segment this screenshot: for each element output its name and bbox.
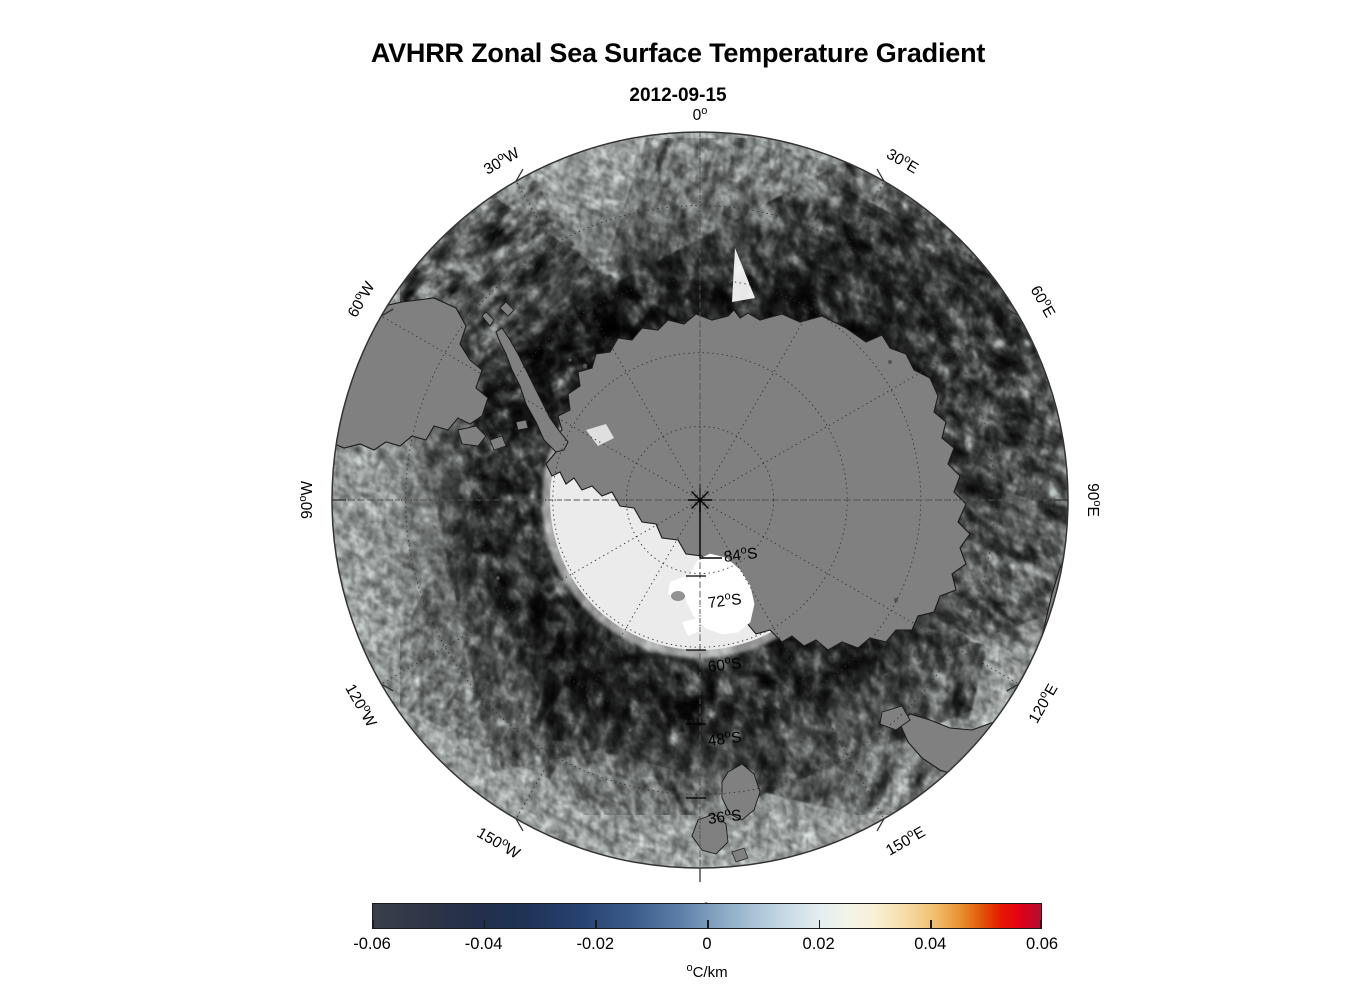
colorbar-unit-label: oC/km [686, 962, 728, 982]
colorbar-tick-label-6: 0.06 [1025, 935, 1059, 953]
longitude-ticks [332, 168, 1068, 882]
antarctica-landmass [545, 309, 971, 651]
new-zealand-north-island [691, 813, 729, 855]
map-svg [331, 131, 1069, 882]
new-zealand-south-island [721, 763, 761, 821]
lon-label-90W: 90oW [296, 480, 316, 520]
colorbar-tick-label-1: -0.04 [464, 935, 503, 953]
antarctic-peninsula [495, 327, 569, 453]
colorbar-tick-label-4: 0.02 [802, 935, 835, 953]
lon-label-90E: 90oE [1084, 483, 1104, 517]
ross-ice-shelf [685, 553, 755, 635]
graticule [332, 132, 1068, 868]
colorbar-tick-label-3: 0 [702, 935, 712, 953]
africa-landmass [929, 132, 1021, 185]
colorbar-tick-label-0: -0.06 [353, 935, 391, 953]
colorbar-tick-label-2: -0.02 [576, 935, 615, 953]
page-title: AVHRR Zonal Sea Surface Temperature Grad… [370, 38, 986, 68]
principal-axes [332, 132, 1068, 868]
colorbar-tick-label-5: 0.04 [914, 935, 947, 953]
lon-label-0: 0o [692, 104, 708, 124]
latitude-ticks [686, 575, 706, 799]
tasmania-landmass [879, 705, 911, 731]
colorbar[interactable]: -0.06 -0.04 -0.02 0 0.02 0.04 0.06 oC/km [353, 903, 1058, 981]
polar-map[interactable]: 0o 30oE 60oE 90oE 120oE 150oE 180oW 150o… [297, 105, 1103, 919]
colorbar-ticks [372, 903, 1042, 929]
figure-subtitle: 2012-09-15 [629, 85, 727, 106]
